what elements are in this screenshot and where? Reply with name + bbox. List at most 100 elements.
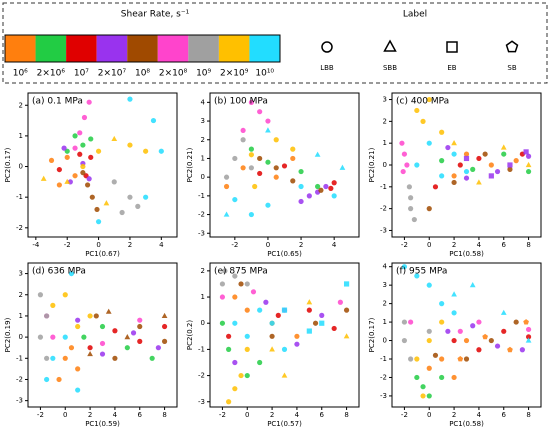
- shape-key: [383, 39, 397, 52]
- point: [298, 198, 304, 205]
- point: [451, 151, 457, 157]
- point: [269, 346, 275, 352]
- colorbar-frame: [4, 34, 281, 63]
- colorbar-label: 2×10⁶: [37, 69, 66, 79]
- point: [85, 182, 91, 188]
- point: [257, 109, 263, 115]
- point: [112, 328, 118, 334]
- point: [513, 319, 519, 325]
- point: [290, 146, 296, 152]
- point: [238, 372, 244, 379]
- plot-area: [391, 262, 542, 408]
- point: [222, 268, 228, 274]
- x-axis-label: PC1(0.67): [85, 250, 120, 258]
- colorbar-swatch: [127, 35, 158, 62]
- point: [507, 346, 513, 353]
- point: [37, 334, 44, 340]
- point: [414, 356, 420, 362]
- y-tick-label: 2: [19, 291, 23, 299]
- x-tick-label: -2: [37, 411, 44, 419]
- point: [44, 376, 50, 383]
- x-axis-label: PC1(0.58): [449, 250, 484, 258]
- point: [56, 182, 62, 188]
- point: [143, 148, 149, 154]
- point: [463, 175, 470, 181]
- point: [290, 178, 296, 184]
- point: [451, 374, 457, 381]
- point: [111, 179, 117, 185]
- point: [426, 140, 432, 146]
- y-tick-label: 2: [201, 136, 205, 144]
- point: [476, 347, 482, 353]
- point: [463, 151, 470, 157]
- point: [501, 328, 507, 334]
- point: [161, 338, 168, 344]
- point: [445, 144, 451, 151]
- point: [232, 294, 238, 300]
- points: [399, 96, 532, 223]
- point: [331, 193, 337, 199]
- y-tick-label: -3: [198, 398, 205, 406]
- point: [240, 165, 246, 171]
- point: [312, 320, 319, 326]
- point: [439, 173, 445, 179]
- point: [298, 168, 304, 175]
- point: [56, 166, 62, 173]
- point: [294, 341, 300, 347]
- point: [155, 345, 161, 351]
- point: [399, 140, 405, 146]
- plot-area: [27, 92, 178, 238]
- x-tick-label: 0: [96, 241, 100, 249]
- y-tick-label: -1: [380, 355, 387, 363]
- point: [81, 334, 87, 340]
- x-tick-label: -2: [401, 241, 408, 249]
- point: [232, 196, 238, 203]
- point: [44, 355, 50, 361]
- point: [158, 148, 164, 154]
- plot-area: [209, 262, 360, 408]
- point: [105, 308, 112, 314]
- x-tick-label: 4: [477, 241, 482, 249]
- colorbar-swatch: [188, 35, 219, 62]
- panel-title: (a) 0.1 MPa: [32, 97, 83, 107]
- point: [488, 162, 494, 168]
- point: [50, 355, 56, 361]
- point: [64, 178, 71, 184]
- points: [223, 99, 346, 218]
- y-tick-label: -2: [380, 373, 387, 381]
- point: [265, 118, 271, 124]
- y-tick-label: 1: [19, 132, 23, 140]
- shape-key: [321, 41, 333, 53]
- x-tick-label: 4: [332, 241, 337, 249]
- point: [439, 356, 445, 362]
- point: [406, 184, 412, 190]
- point: [432, 352, 439, 358]
- y-tick-label: -3: [380, 226, 387, 234]
- x-tick-label: 6: [138, 411, 143, 419]
- point: [414, 273, 420, 279]
- point: [482, 151, 488, 157]
- x-tick-label: 4: [477, 411, 482, 419]
- point: [232, 320, 238, 326]
- point: [420, 393, 426, 399]
- x-tick-label: 0: [63, 411, 67, 419]
- point: [323, 183, 329, 190]
- point: [99, 351, 106, 357]
- x-tick-label: 4: [295, 411, 300, 419]
- point: [99, 340, 106, 347]
- y-tick-label: -2: [198, 211, 205, 219]
- point: [257, 170, 263, 177]
- point: [476, 319, 482, 325]
- y-tick-label: -2: [380, 205, 387, 213]
- y-tick-label: 2: [19, 101, 23, 109]
- colorbar-label: 10⁸: [135, 69, 150, 79]
- points: [219, 268, 350, 405]
- x-tick-label: 4: [159, 241, 164, 249]
- point: [281, 346, 288, 352]
- point: [519, 347, 525, 353]
- x-tick-label: -2: [64, 241, 71, 249]
- y-tick-label: 4: [383, 263, 388, 271]
- point: [37, 292, 44, 298]
- y-tick-label: 2: [201, 267, 205, 275]
- point: [68, 345, 75, 351]
